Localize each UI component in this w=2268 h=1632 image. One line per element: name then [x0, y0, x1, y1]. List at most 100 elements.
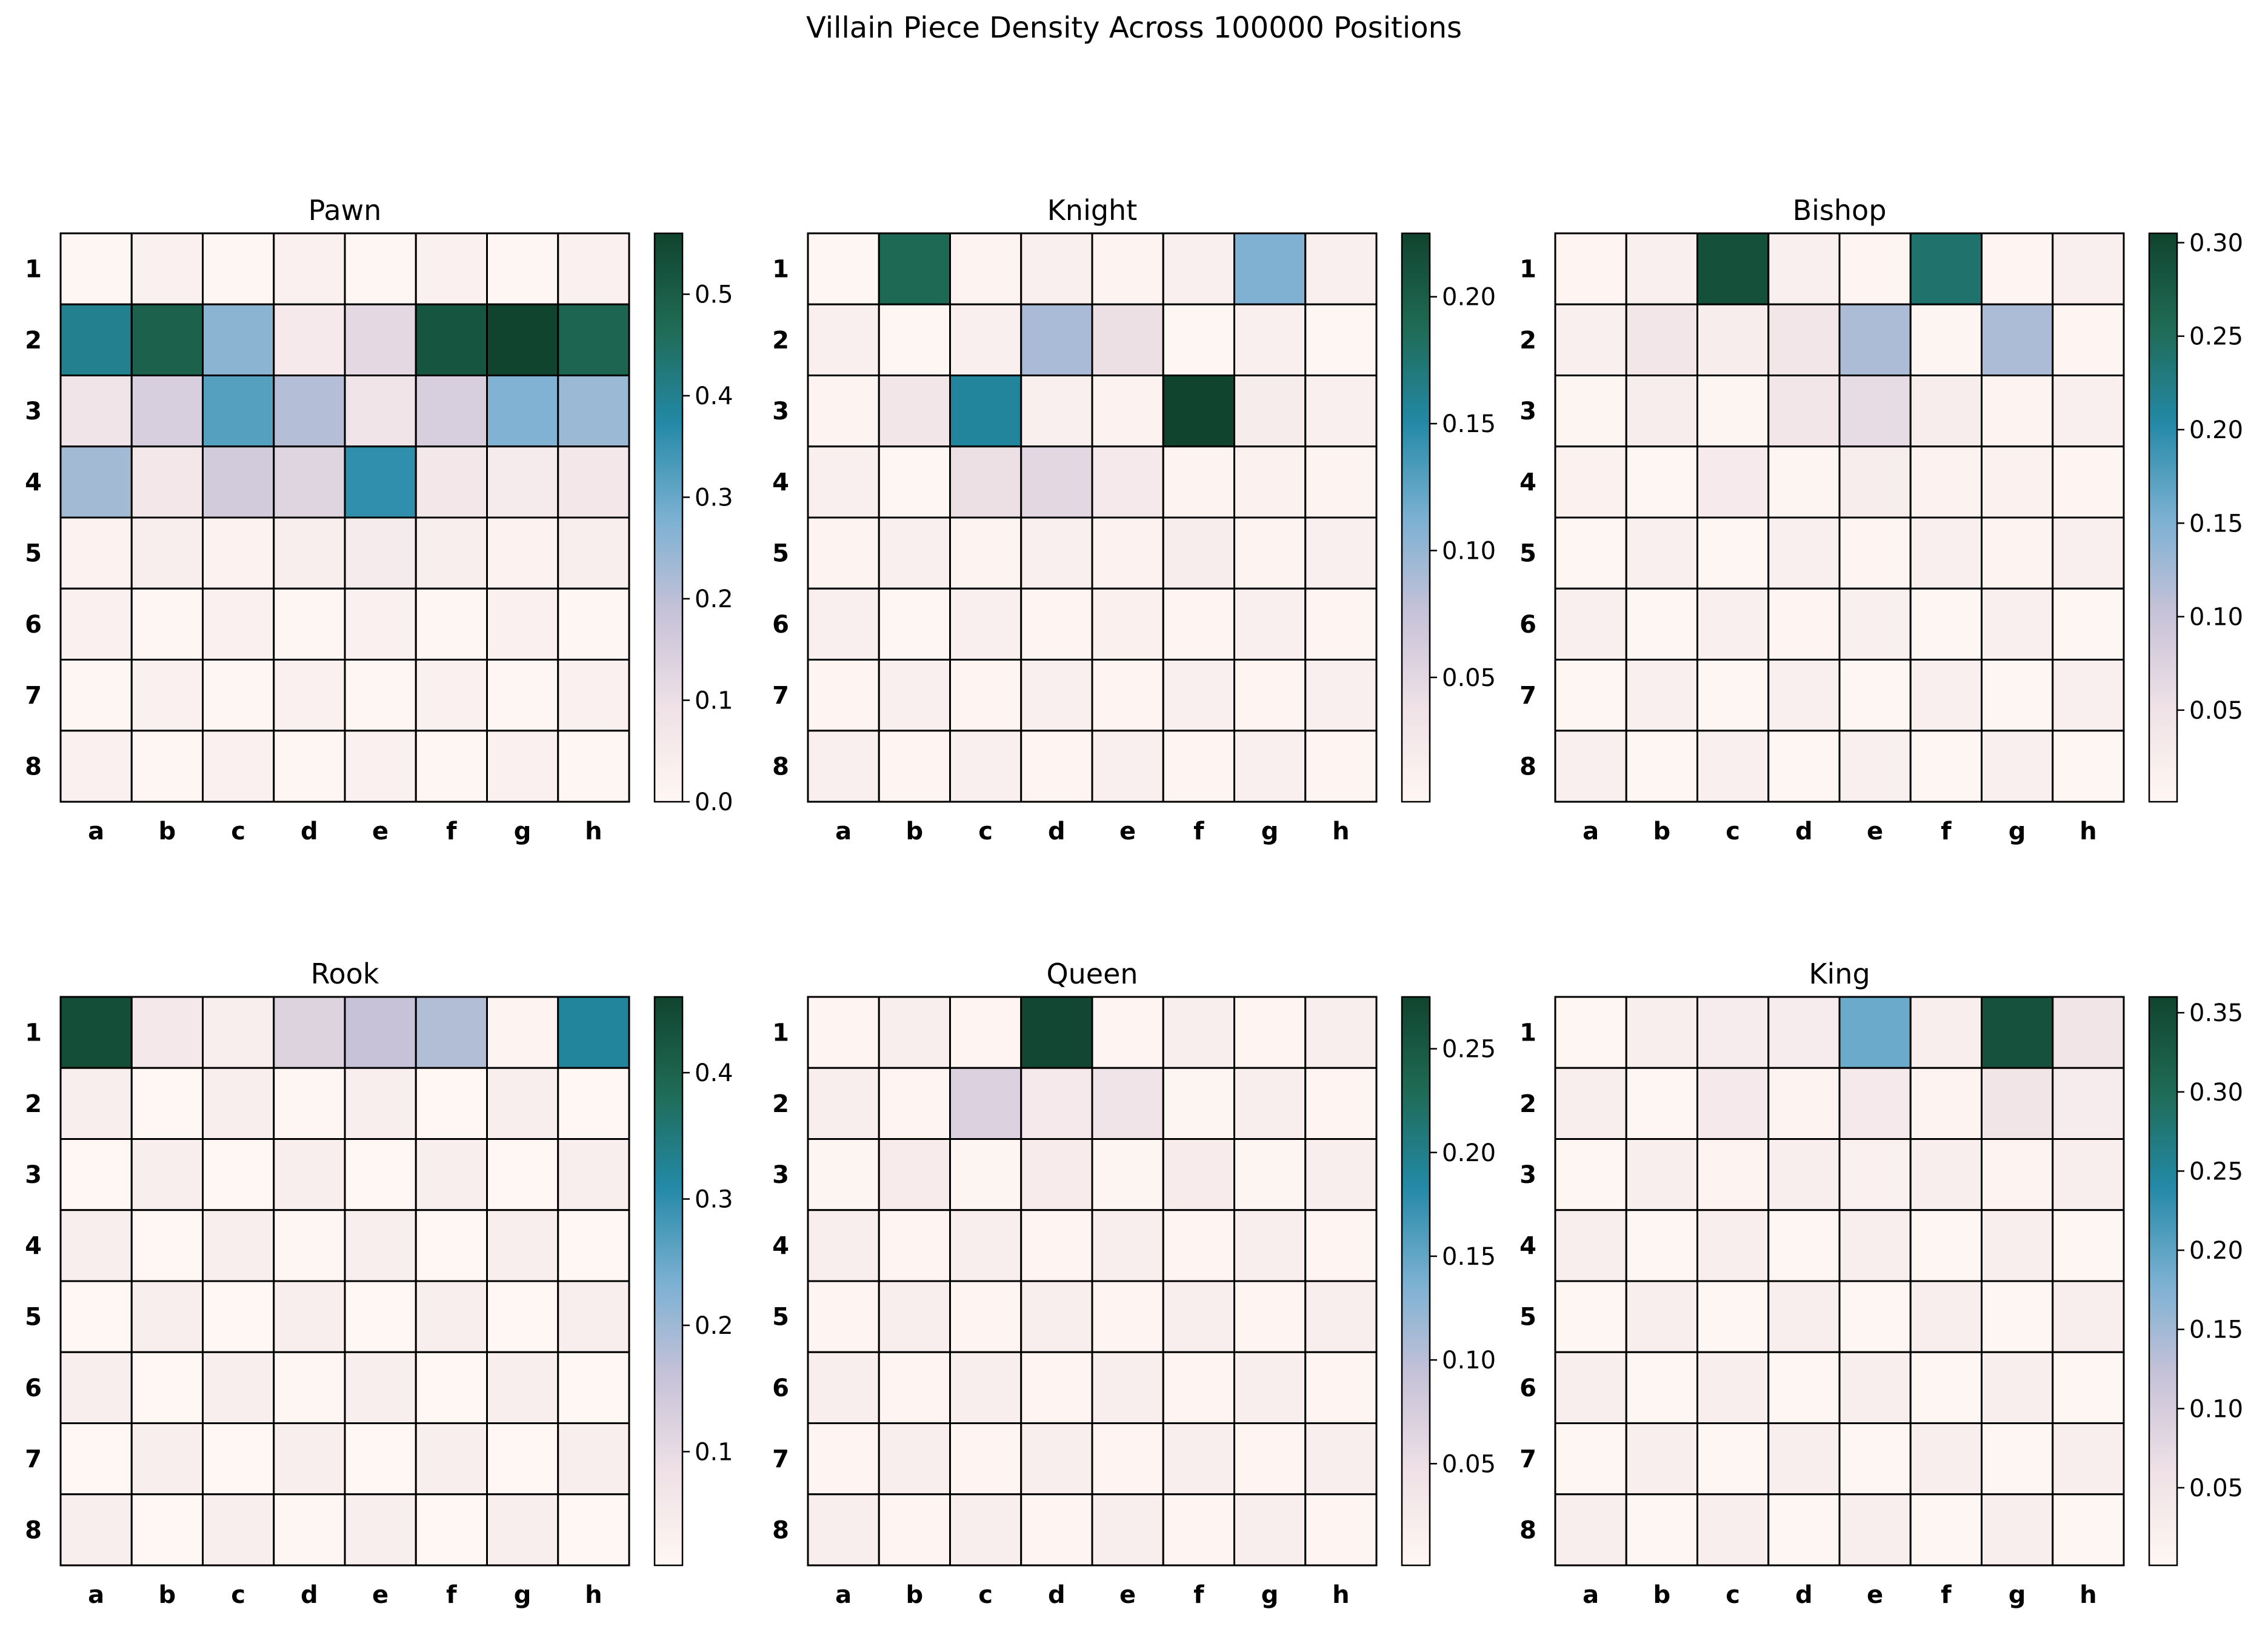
heatmap-cell	[1162, 1067, 1235, 1140]
heatmap-cell	[1696, 303, 1770, 376]
heatmap-cell	[415, 1351, 488, 1424]
heatmap-cell	[878, 1209, 951, 1282]
heatmap-cell	[273, 1280, 346, 1353]
x-tick-label: d	[1048, 1581, 1066, 1609]
y-tick-label: 1	[1519, 256, 1536, 284]
heatmap-cell	[1767, 587, 1841, 661]
heatmap-cell	[273, 1351, 346, 1424]
heatmap-cell	[1554, 445, 1627, 519]
heatmap-cell	[1981, 659, 2054, 732]
y-tick-label: 2	[1519, 327, 1536, 355]
heatmap-cell	[878, 587, 951, 661]
heatmap-cell	[557, 375, 630, 448]
panel-title: Knight	[1047, 194, 1138, 227]
heatmap-cell	[807, 996, 880, 1069]
heatmap-cell	[486, 1067, 559, 1140]
colorbar	[1401, 996, 1431, 1567]
heatmap-cell	[807, 730, 880, 803]
heatmap-cell	[1838, 996, 1912, 1069]
heatmap-cell	[1909, 1422, 1983, 1496]
x-tick-label: c	[978, 818, 993, 845]
y-tick-label: 7	[1519, 1445, 1536, 1473]
heatmap-cell	[273, 516, 346, 590]
colorbar-tick-label: 0.10	[2189, 1395, 2243, 1423]
heatmap-cell	[1554, 1351, 1627, 1424]
heatmap-cell	[1767, 516, 1841, 590]
heatmap-cell	[344, 232, 417, 305]
x-tick-label: d	[1795, 818, 1813, 845]
heatmap-panel-queen: Queen a b c d e f g h 1 2 3 4 5 6 7 8 0.05 0.10 0.15 0.20 0.2…	[772, 958, 1496, 1609]
heatmap-panel-pawn: Pawn a b c d e f g h 1 2 3 4 5 6 7 8 0.0 0.1 0.2 0.3 0.4 0.5	[25, 194, 733, 845]
heatmap-cell	[130, 659, 204, 732]
y-tick-label: 3	[772, 1161, 789, 1189]
y-tick-label: 4	[1519, 468, 1536, 496]
heatmap-cell	[344, 1422, 417, 1496]
heatmap-cell	[273, 375, 346, 448]
panel-title: Rook	[311, 958, 379, 990]
heatmap-cell	[1696, 659, 1770, 732]
heatmap-cell	[807, 445, 880, 519]
y-tick-label: 4	[772, 1232, 789, 1260]
x-tick-label: a	[1583, 818, 1599, 845]
colorbar-tick-label: 0.20	[1442, 1139, 1496, 1167]
y-tick-label: 5	[772, 1304, 789, 1331]
heatmap-cell	[1767, 1493, 1841, 1567]
heatmap-cell	[59, 1280, 133, 1353]
heatmap-cell	[1304, 659, 1378, 732]
heatmap-cell	[59, 1351, 133, 1424]
heatmap-cell	[130, 1067, 204, 1140]
x-tick-label: g	[514, 818, 532, 845]
heatmap-cell	[1233, 659, 1307, 732]
colorbar-tick-label: 0.4	[695, 1059, 733, 1087]
heatmap-cell	[344, 375, 417, 448]
heatmap-panel-king: King a b c d e f g h 1 2 3 4 5 6 7 8 0.05 0.10 0.15 0.20 0.25…	[1519, 958, 2243, 1609]
heatmap-cell	[1767, 1209, 1841, 1282]
panel-frame	[59, 996, 630, 1567]
heatmap-cell	[1304, 1209, 1378, 1282]
y-tick-label: 1	[1519, 1019, 1536, 1047]
y-tick-label: 3	[1519, 398, 1536, 425]
x-tick-label: e	[1119, 818, 1136, 845]
heatmap-cell	[1554, 1067, 1627, 1140]
heatmap-cell	[344, 659, 417, 732]
y-tick-label: 8	[25, 753, 42, 781]
y-tick-label: 2	[772, 327, 789, 355]
heatmap-cell	[273, 730, 346, 803]
heatmap-cell	[130, 1138, 204, 1211]
heatmap-cell	[1838, 232, 1912, 305]
heatmap-cell	[949, 303, 1022, 376]
heatmap-cell	[1767, 232, 1841, 305]
colorbar-tick-label: 0.05	[1442, 1450, 1496, 1478]
heatmap-cell	[486, 232, 559, 305]
heatmap-cell	[202, 1351, 275, 1424]
heatmap-cell	[2052, 587, 2125, 661]
heatmap-cell	[2052, 232, 2125, 305]
colorbar-tick-label: 0.25	[2189, 323, 2243, 351]
heatmap-cell	[1909, 1493, 1983, 1567]
heatmap-cell	[1696, 587, 1770, 661]
heatmap-cell	[486, 303, 559, 376]
colorbar	[2148, 996, 2178, 1567]
heatmap-cell	[486, 1209, 559, 1282]
x-tick-label: h	[585, 1581, 602, 1609]
y-tick-label: 3	[772, 398, 789, 425]
heatmap-cell	[59, 1422, 133, 1496]
heatmap-cell	[1838, 730, 1912, 803]
x-tick-label: b	[1653, 1581, 1671, 1609]
heatmap-cell	[2052, 445, 2125, 519]
heatmap-cell	[130, 1209, 204, 1282]
heatmap-cell	[1909, 1351, 1983, 1424]
y-tick-label: 7	[772, 1445, 789, 1473]
heatmap-cell	[1020, 303, 1093, 376]
x-tick-label: e	[372, 1581, 389, 1609]
heatmap-cell	[1909, 1138, 1983, 1211]
heatmap-cell	[59, 375, 133, 448]
heatmap-cell	[59, 1138, 133, 1211]
x-tick-label: f	[1941, 818, 1952, 845]
heatmap-cell	[486, 375, 559, 448]
colorbar-tick-label: 0.5	[695, 281, 733, 309]
heatmap-cell	[1696, 1209, 1770, 1282]
heatmap-cell	[807, 303, 880, 376]
heatmap-cell	[1838, 303, 1912, 376]
heatmap-cell	[273, 1138, 346, 1211]
